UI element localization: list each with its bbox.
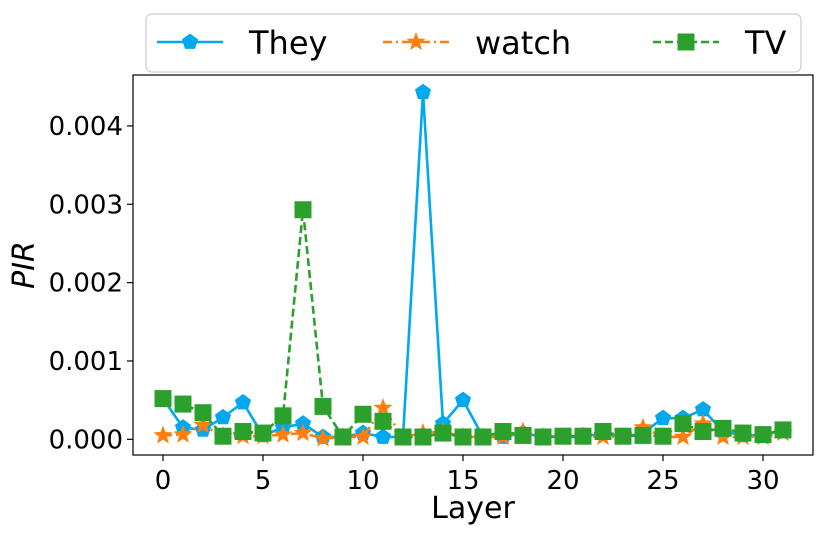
data-point	[434, 424, 452, 442]
data-point	[514, 426, 532, 444]
data-point	[394, 428, 412, 446]
data-point	[674, 415, 692, 433]
data-point	[633, 417, 653, 436]
data-point	[254, 424, 272, 442]
data-point	[534, 428, 552, 446]
legend-frame	[145, 13, 802, 73]
x-tick-label: 25	[646, 466, 679, 496]
data-point	[454, 391, 472, 408]
series-line-they	[161, 90, 784, 439]
data-point	[154, 390, 172, 408]
series-they	[154, 83, 792, 444]
series-line-tv	[162, 208, 784, 439]
plot-area	[132, 74, 814, 456]
data-point	[614, 427, 632, 445]
y-tick-label: 0.000	[49, 425, 123, 455]
x-tick-label: 10	[346, 466, 379, 496]
data-point	[574, 427, 592, 445]
data-point	[774, 421, 792, 439]
legend-item-they: They	[157, 24, 327, 62]
x-tick-label: 30	[746, 466, 779, 496]
data-point	[594, 422, 612, 440]
data-point	[374, 412, 392, 430]
x-axis-title: Layer	[431, 491, 515, 526]
data-point	[693, 413, 713, 432]
data-point	[634, 426, 652, 444]
data-point	[313, 428, 333, 447]
data-point	[694, 422, 712, 440]
legend-item-watch: watch	[383, 24, 571, 62]
data-point	[414, 83, 432, 100]
x-tick-label: 0	[155, 466, 172, 496]
y-tick-label: 0.004	[49, 112, 123, 142]
data-point	[454, 428, 472, 446]
legend-label: watch	[475, 24, 571, 62]
data-point	[174, 395, 192, 413]
x-tick-label: 5	[255, 466, 272, 496]
data-point	[494, 422, 512, 440]
data-point	[414, 428, 432, 446]
data-point	[334, 428, 352, 446]
legend-marker	[406, 32, 426, 51]
y-axis: 0.000 0.001 0.002 0.003 0.004	[49, 112, 133, 455]
legend-marker	[677, 33, 695, 51]
data-point	[234, 422, 252, 440]
series-tv	[154, 201, 792, 446]
data-point	[214, 408, 232, 425]
data-point	[294, 201, 312, 219]
x-axis: 0 5 10 15 20 25 30	[155, 455, 780, 496]
y-tick-label: 0.002	[49, 269, 123, 299]
data-point	[294, 415, 312, 431]
data-point	[474, 428, 492, 446]
data-point	[754, 426, 772, 444]
y-tick-label: 0.003	[49, 190, 123, 220]
data-point	[374, 428, 392, 444]
data-point	[153, 425, 173, 444]
data-point	[194, 404, 212, 422]
data-point	[694, 401, 712, 417]
data-point	[654, 427, 672, 445]
data-point	[373, 397, 393, 417]
data-point	[273, 424, 293, 443]
x-tick-label: 20	[546, 466, 579, 496]
data-point	[314, 397, 332, 415]
legend: They watch TV	[145, 13, 802, 73]
data-point	[673, 426, 693, 446]
data-point	[714, 419, 732, 437]
x-tick-label: 15	[446, 466, 479, 496]
data-point	[554, 427, 572, 445]
data-point	[173, 424, 193, 443]
data-point	[654, 409, 672, 426]
data-point	[274, 407, 292, 425]
y-tick-label: 0.001	[49, 347, 123, 377]
data-point	[354, 405, 372, 423]
legend-marker	[181, 33, 199, 49]
data-point	[293, 423, 313, 442]
data-point	[734, 424, 752, 442]
legend-label: TV	[744, 24, 787, 62]
y-axis-title: PIR	[7, 241, 42, 289]
data-point	[214, 427, 232, 445]
data-point	[193, 415, 213, 434]
legend-label: They	[248, 24, 327, 62]
legend-item-tv: TV	[653, 24, 787, 62]
data-point	[353, 426, 373, 446]
data-point	[234, 394, 252, 410]
series-layer	[153, 83, 793, 447]
